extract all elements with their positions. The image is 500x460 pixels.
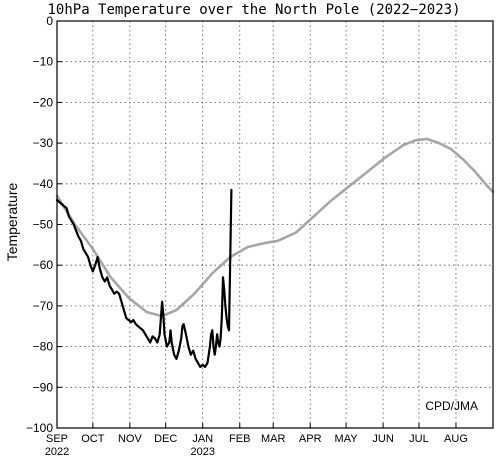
y-tick-label: 0 (46, 14, 53, 28)
y-tick-label: −30 (33, 136, 54, 150)
grid-lines (57, 21, 493, 428)
x-tick-label: APR (299, 433, 322, 445)
x-tick-label: MAR (261, 433, 286, 445)
observed-series-line (55, 188, 233, 368)
x-tick-label: SEP (46, 433, 68, 445)
y-tick-label: −80 (33, 340, 54, 354)
y-tick-label: −50 (33, 218, 54, 232)
y-tick-label: −20 (33, 95, 54, 109)
climatology-series-line (55, 137, 495, 318)
x-tick-label: NOV (118, 433, 143, 445)
y-tick-label: −40 (33, 177, 54, 191)
y-tick-label: −100 (26, 421, 53, 435)
x-tick-label: MAY (335, 433, 359, 445)
x-tick-label: JUN (372, 433, 393, 445)
x-tick-label: JAN (192, 433, 213, 445)
credit-label: CPD/JMA (425, 399, 478, 413)
x-tick-label: JUL (409, 433, 429, 445)
x-year-label: 2023 (190, 446, 214, 458)
x-tick-label: OCT (81, 433, 105, 445)
y-axis-label: Temperature (4, 182, 20, 261)
x-tick-label: DEC (154, 433, 177, 445)
y-tick-label: −60 (33, 258, 54, 272)
y-tick-label: −10 (33, 55, 54, 69)
y-tick-label: −90 (33, 380, 54, 394)
y-tick-label: −70 (33, 299, 54, 313)
chart-title: 10hPa Temperature over the North Pole (2… (47, 2, 460, 18)
x-year-label: 2022 (45, 446, 69, 458)
x-tick-label: AUG (444, 433, 468, 445)
plot-frame (56, 20, 494, 429)
series-layer (55, 137, 495, 368)
x-tick-label: FEB (229, 433, 250, 445)
